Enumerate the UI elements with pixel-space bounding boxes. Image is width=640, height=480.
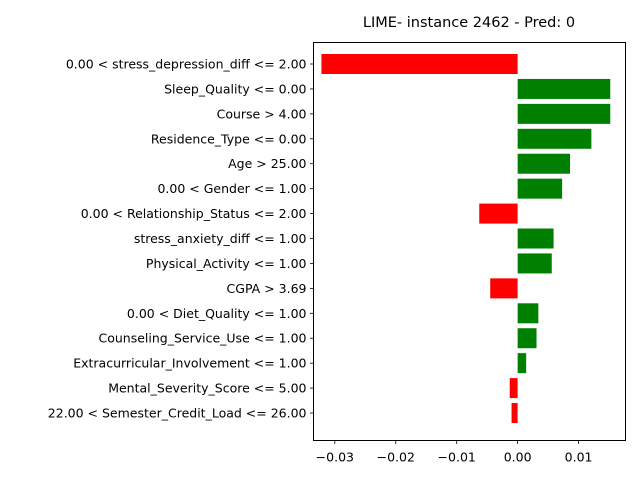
plot-frame [313, 42, 626, 441]
y-tick-label: 22.00 < Semester_Credit_Load <= 26.00 [48, 406, 307, 421]
bar [517, 253, 552, 274]
bar [517, 178, 563, 199]
y-tick-label: Age > 25.00 [228, 156, 306, 171]
x-tick-label: −0.01 [438, 450, 476, 465]
bar [517, 303, 539, 324]
y-tick-label: Counseling_Service_Use <= 1.00 [98, 331, 306, 346]
bar [517, 228, 554, 249]
y-tick-label: Extracurricular_Involvement <= 1.00 [73, 356, 306, 371]
x-axis-ticks: −0.03 −0.02 −0.01 0.00 0.01 [316, 440, 593, 465]
y-tick-label: Sleep_Quality <= 0.00 [164, 81, 306, 96]
bar [511, 403, 518, 424]
bar [490, 278, 518, 299]
bar [517, 103, 611, 124]
y-tick-label: Course > 4.00 [217, 106, 307, 121]
bar [517, 353, 527, 374]
bar [479, 203, 518, 224]
y-tick-label: 0.00 < Relationship_Status <= 2.00 [81, 206, 307, 221]
y-tick-label: CGPA > 3.69 [227, 281, 307, 296]
bar [517, 153, 571, 174]
x-tick-label: −0.03 [316, 450, 354, 465]
y-tick-labels: 0.00 < stress_depression_diff <= 2.00 Sle… [48, 57, 314, 421]
y-tick-label: Mental_Severity_Score <= 5.00 [108, 381, 306, 396]
y-tick-label: 0.00 < Gender <= 1.00 [157, 181, 306, 196]
bar [517, 328, 537, 349]
y-tick-label: stress_anxiety_diff <= 1.00 [134, 231, 307, 246]
y-tick-label: 0.00 < Diet_Quality <= 1.00 [127, 306, 307, 321]
y-tick-label: 0.00 < stress_depression_diff <= 2.00 [66, 57, 307, 72]
y-tick-label: Physical_Activity <= 1.00 [146, 256, 307, 271]
x-tick-label: −0.02 [377, 450, 415, 465]
chart-title: LIME- instance 2462 - Pred: 0 [363, 15, 575, 31]
bar [321, 54, 518, 74]
bar [509, 378, 518, 399]
y-tick-label: Residence_Type <= 0.00 [151, 131, 307, 146]
bars-layer [321, 54, 611, 424]
bar [517, 128, 592, 149]
x-tick-label: 0.01 [565, 450, 593, 465]
x-tick-label: 0.00 [504, 450, 532, 465]
bar [517, 78, 611, 99]
